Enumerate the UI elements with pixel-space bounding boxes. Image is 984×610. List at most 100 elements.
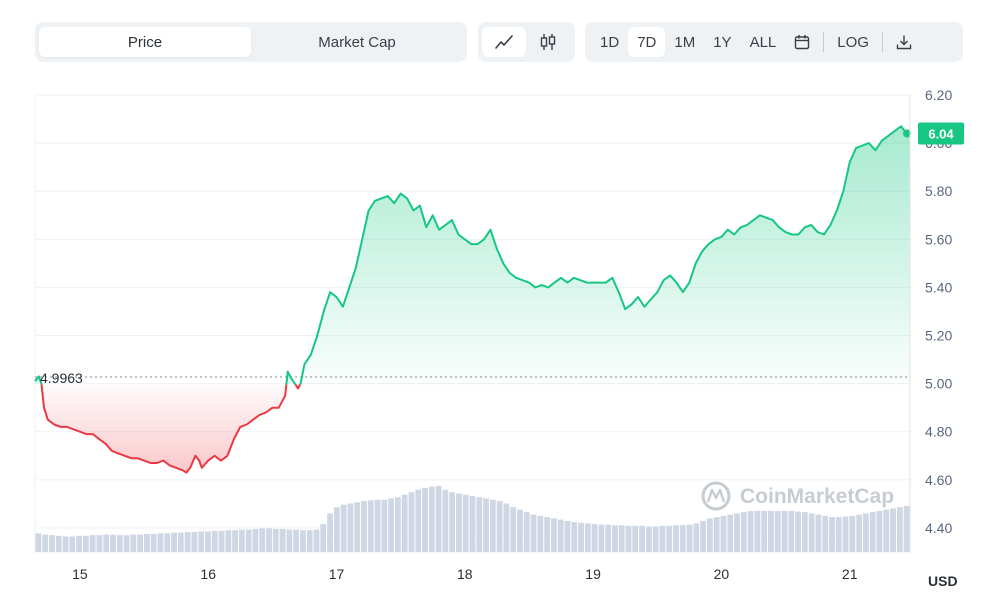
volume-bar xyxy=(442,489,449,552)
volume-bar xyxy=(137,534,144,552)
volume-bar xyxy=(618,525,625,552)
volume-bar xyxy=(103,534,110,552)
volume-bar xyxy=(469,495,476,552)
volume-bar xyxy=(747,510,754,552)
volume-bar xyxy=(388,498,394,552)
x-tick-label: 16 xyxy=(200,566,216,582)
volume-bar xyxy=(415,489,422,552)
volume-bar xyxy=(679,525,686,552)
volume-bar xyxy=(367,500,374,552)
current-price-label: 6.04 xyxy=(928,126,954,141)
volume-bar xyxy=(428,486,435,552)
price-line-down xyxy=(40,384,288,474)
range-7d-button[interactable]: 7D xyxy=(628,27,666,57)
volume-bar xyxy=(35,533,42,552)
volume-bar xyxy=(557,519,564,552)
x-tick-label: 19 xyxy=(585,566,601,582)
range-1y-button[interactable]: 1Y xyxy=(713,33,732,51)
volume-bar xyxy=(123,535,130,552)
volume-bar xyxy=(768,510,774,552)
volume-bar xyxy=(286,529,293,552)
volume-bar xyxy=(340,504,347,552)
volume-bar xyxy=(863,513,869,552)
tab-market-cap[interactable]: Market Cap xyxy=(318,33,396,51)
y-tick-label: 4.40 xyxy=(925,520,952,536)
volume-bar xyxy=(761,510,768,552)
volume-bar xyxy=(510,507,517,552)
x-tick-label: 18 xyxy=(457,566,473,582)
volume-bar xyxy=(408,492,415,552)
volume-bar xyxy=(856,514,863,552)
price-area xyxy=(35,126,911,473)
y-tick-label: 5.80 xyxy=(925,183,952,199)
toolbar-divider xyxy=(881,32,883,52)
download-button[interactable] xyxy=(887,27,921,57)
volume-bar xyxy=(571,522,578,552)
volume-bar xyxy=(890,508,896,552)
volume-bar xyxy=(218,530,225,552)
volume-bar xyxy=(347,503,354,552)
log-scale-button[interactable]: LOG xyxy=(837,33,869,51)
volume-bar xyxy=(686,524,693,552)
volume-bar xyxy=(89,535,96,552)
calendar-icon xyxy=(795,35,810,50)
currency-label: USD xyxy=(928,573,958,589)
volume-bar xyxy=(110,534,116,552)
volume-bar xyxy=(96,535,103,552)
tab-price[interactable]: Price xyxy=(39,27,251,57)
price-line-up xyxy=(285,370,297,386)
y-tick-label: 4.80 xyxy=(925,424,952,440)
volume-bar xyxy=(306,530,313,552)
range-1d-button[interactable]: 1D xyxy=(600,33,620,51)
range-toolbar: 1D 7D 1M 1Y ALL LOG xyxy=(585,22,963,62)
coinmarketcap-logo-icon xyxy=(701,481,731,511)
x-tick-label: 21 xyxy=(842,566,858,582)
volume-bar xyxy=(144,533,150,552)
volume-bar xyxy=(279,528,286,552)
line-chart-icon xyxy=(495,35,513,49)
volume-bar xyxy=(625,525,632,552)
volume-bar xyxy=(598,524,605,552)
volume-bar xyxy=(293,529,300,552)
range-all-button[interactable]: ALL xyxy=(749,33,777,51)
volume-bar xyxy=(517,509,523,552)
volume-bar xyxy=(150,533,157,552)
volume-bar xyxy=(544,517,551,552)
volume-bar xyxy=(659,525,666,552)
volume-bar xyxy=(198,531,205,552)
volume-bar xyxy=(652,526,659,552)
volume-bar xyxy=(252,528,259,552)
volume-bar xyxy=(673,525,679,552)
volume-bar xyxy=(774,510,781,552)
watermark: CoinMarketCap xyxy=(701,481,894,511)
line-chart-button[interactable] xyxy=(482,27,526,57)
volume-bar xyxy=(76,535,82,552)
volume-bar xyxy=(842,516,849,552)
volume-bar xyxy=(496,500,503,552)
volume-bar xyxy=(374,499,381,552)
volume-bar xyxy=(578,522,584,552)
current-price-dot xyxy=(903,129,911,138)
volume-bar xyxy=(266,528,272,552)
volume-bar xyxy=(707,518,713,552)
calendar-button[interactable] xyxy=(785,27,819,57)
volume-bar xyxy=(700,520,707,552)
y-axis: 6.206.005.805.605.405.205.004.804.604.40 xyxy=(909,87,952,552)
volume-bar xyxy=(238,529,245,552)
volume-bar xyxy=(313,529,320,552)
candlestick-button[interactable] xyxy=(526,27,570,57)
range-1m-button[interactable]: 1M xyxy=(674,33,696,51)
volume-bar xyxy=(849,515,856,552)
volume-bar xyxy=(591,523,598,552)
volume-bar xyxy=(49,535,55,552)
volume-bar xyxy=(232,530,238,552)
metric-toggle: Price Market Cap xyxy=(35,22,467,62)
volume-bar xyxy=(245,529,252,552)
volume-bar xyxy=(333,507,340,552)
volume-bar xyxy=(835,517,842,552)
volume-bar xyxy=(449,492,456,552)
price-line-down xyxy=(294,383,301,390)
volume-bar xyxy=(666,525,673,552)
volume-bar xyxy=(225,530,232,552)
